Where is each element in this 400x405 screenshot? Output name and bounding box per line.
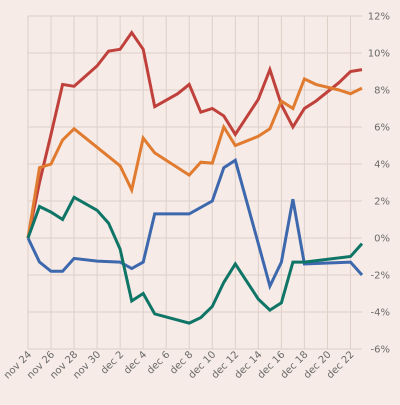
grid-lines	[27, 15, 362, 350]
y-tick-label: -6%	[371, 345, 390, 356]
y-tick-label: -2%	[371, 271, 390, 282]
series-lines	[26, 29, 364, 325]
y-tick-label: 8%	[374, 86, 390, 97]
x-tick-label: dec 4	[122, 349, 149, 376]
series-line	[26, 157, 364, 291]
y-axis-tick-labels: -6% -4% -2% 0% 2% 4% 6% 8% 10% 12%	[368, 12, 390, 356]
y-tick-label: 4%	[374, 160, 390, 171]
series-line	[26, 195, 364, 325]
x-tick-label: dec 6	[145, 349, 172, 376]
y-tick-label: 10%	[368, 49, 390, 60]
y-tick-label: 2%	[374, 197, 390, 208]
y-tick-label: 12%	[368, 12, 390, 23]
x-tick-label: dec 2	[99, 349, 126, 376]
y-tick-label: 6%	[374, 123, 390, 134]
series-line	[26, 29, 363, 239]
y-tick-label: 0%	[374, 234, 390, 245]
y-tick-label: -4%	[371, 308, 390, 319]
series-line	[26, 76, 363, 239]
